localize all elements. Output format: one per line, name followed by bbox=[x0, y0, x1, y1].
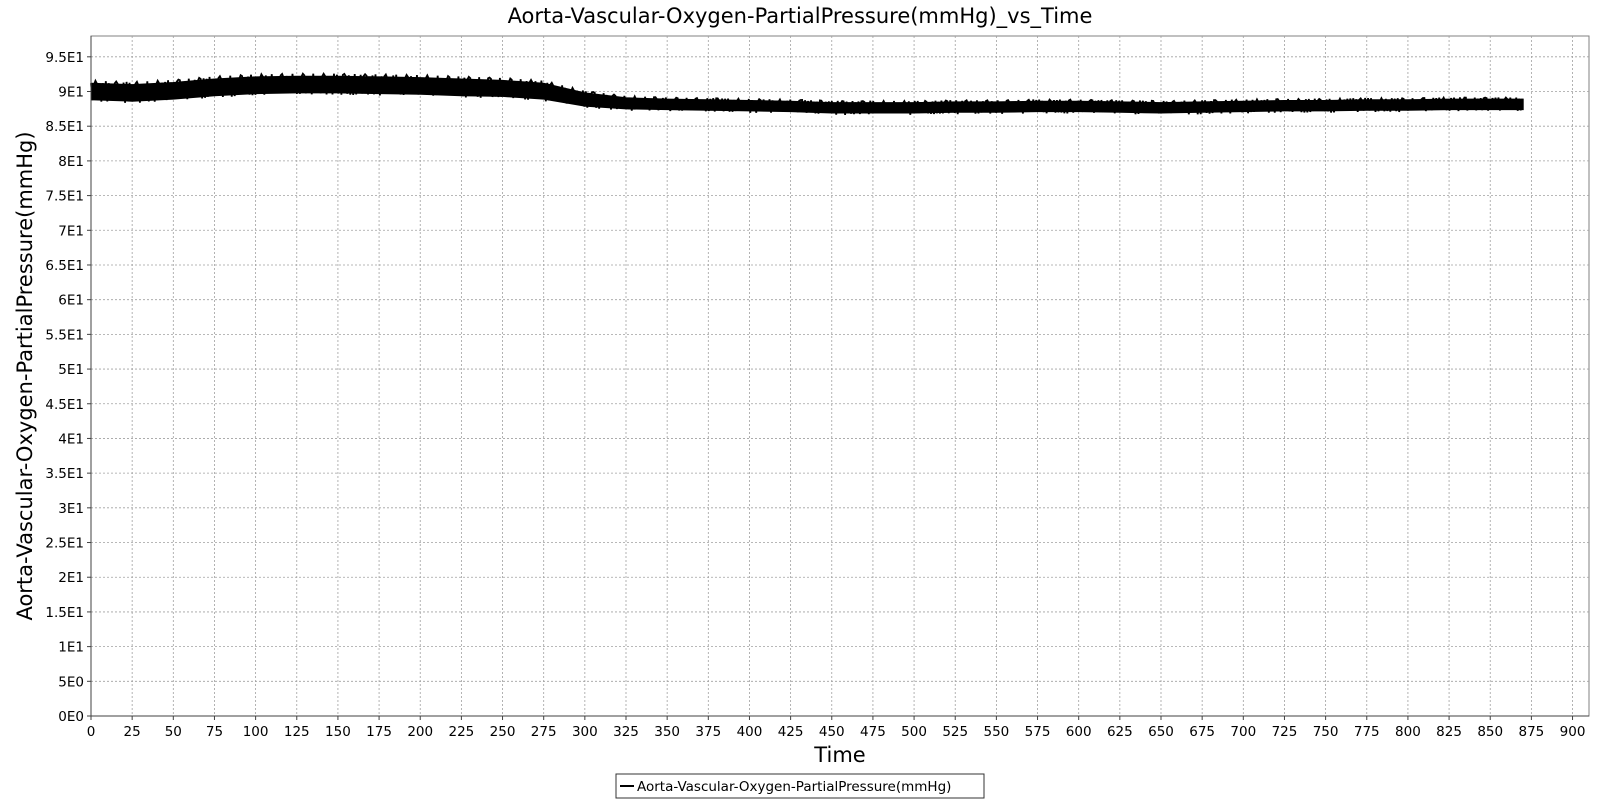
x-tick-label: 475 bbox=[860, 724, 886, 740]
y-tick-label: 2.5E1 bbox=[45, 536, 84, 552]
x-tick-label: 425 bbox=[778, 724, 804, 740]
x-tick-label: 700 bbox=[1230, 724, 1256, 740]
legend-entry: Aorta-Vascular-Oxygen-PartialPressure(mm… bbox=[637, 779, 951, 795]
y-tick-label: 1.5E1 bbox=[45, 605, 84, 621]
series-line bbox=[90, 71, 1524, 115]
y-tick-label: 9E1 bbox=[58, 85, 84, 101]
x-tick-label: 25 bbox=[124, 724, 141, 740]
y-tick-label: 4E1 bbox=[58, 431, 84, 447]
y-tick-label: 8.5E1 bbox=[45, 119, 84, 135]
x-tick-label: 150 bbox=[325, 724, 351, 740]
legend: Aorta-Vascular-Oxygen-PartialPressure(mm… bbox=[615, 773, 985, 799]
grid bbox=[90, 36, 1589, 717]
y-tick-label: 7.5E1 bbox=[45, 189, 84, 205]
y-tick-label: 6E1 bbox=[58, 293, 84, 309]
x-tick-label: 225 bbox=[448, 724, 474, 740]
x-tick-label: 200 bbox=[407, 724, 433, 740]
x-tick-label: 450 bbox=[819, 724, 845, 740]
y-tick-label: 4.5E1 bbox=[45, 397, 84, 413]
y-tick-label: 0E0 bbox=[58, 709, 84, 725]
x-axis-ticks: 0 25 50 75 100 125 150 175 200 225 250 275 300 325 350… bbox=[87, 716, 1586, 740]
x-tick-label: 600 bbox=[1066, 724, 1092, 740]
x-tick-label: 350 bbox=[654, 724, 680, 740]
plot-area bbox=[90, 35, 1590, 717]
y-tick-label: 1E1 bbox=[58, 640, 84, 656]
x-tick-label: 0 bbox=[87, 724, 96, 740]
series-layer bbox=[90, 71, 1524, 115]
x-tick-label: 800 bbox=[1395, 724, 1421, 740]
x-tick-label: 525 bbox=[942, 724, 968, 740]
x-tick-label: 875 bbox=[1518, 724, 1544, 740]
x-tick-label: 625 bbox=[1107, 724, 1133, 740]
x-tick-label: 400 bbox=[737, 724, 763, 740]
chart-title: Aorta-Vascular-Oxygen-PartialPressure(mm… bbox=[508, 4, 1093, 29]
x-tick-label: 300 bbox=[572, 724, 598, 740]
y-tick-label: 6.5E1 bbox=[45, 258, 84, 274]
y-tick-label: 3E1 bbox=[58, 501, 84, 517]
y-tick-label: 8E1 bbox=[58, 154, 84, 170]
x-tick-label: 650 bbox=[1148, 724, 1174, 740]
x-tick-label: 325 bbox=[613, 724, 639, 740]
x-tick-label: 575 bbox=[1025, 724, 1051, 740]
x-tick-label: 75 bbox=[206, 724, 223, 740]
y-axis-ticks: 0E0 5E0 1E1 1.5E1 2E1 2.5E1 3E1 3.5E1 4E1 4.5E1 5E… bbox=[45, 50, 91, 725]
x-tick-label: 750 bbox=[1313, 724, 1339, 740]
x-tick-label: 50 bbox=[165, 724, 182, 740]
y-axis-label: Aorta-Vascular-Oxygen-PartialPressure(mm… bbox=[13, 131, 37, 620]
x-tick-label: 100 bbox=[243, 724, 269, 740]
y-tick-label: 2E1 bbox=[58, 570, 84, 586]
x-tick-label: 375 bbox=[695, 724, 721, 740]
y-tick-label: 7E1 bbox=[58, 223, 84, 239]
x-tick-label: 675 bbox=[1189, 724, 1215, 740]
x-tick-label: 775 bbox=[1354, 724, 1380, 740]
y-tick-label: 5E0 bbox=[58, 674, 84, 690]
x-axis-label: Time bbox=[813, 743, 865, 767]
x-tick-label: 850 bbox=[1477, 724, 1503, 740]
x-tick-label: 550 bbox=[983, 724, 1009, 740]
y-tick-label: 9.5E1 bbox=[45, 50, 84, 66]
x-tick-label: 175 bbox=[366, 724, 392, 740]
legend-box bbox=[615, 773, 985, 799]
x-tick-label: 725 bbox=[1272, 724, 1298, 740]
x-tick-label: 275 bbox=[531, 724, 557, 740]
x-tick-label: 250 bbox=[490, 724, 516, 740]
x-tick-label: 500 bbox=[901, 724, 927, 740]
y-tick-label: 3.5E1 bbox=[45, 466, 84, 482]
x-tick-label: 900 bbox=[1560, 724, 1586, 740]
y-tick-label: 5.5E1 bbox=[45, 327, 84, 343]
x-tick-label: 825 bbox=[1436, 724, 1462, 740]
x-tick-label: 125 bbox=[284, 724, 310, 740]
y-tick-label: 5E1 bbox=[58, 362, 84, 378]
